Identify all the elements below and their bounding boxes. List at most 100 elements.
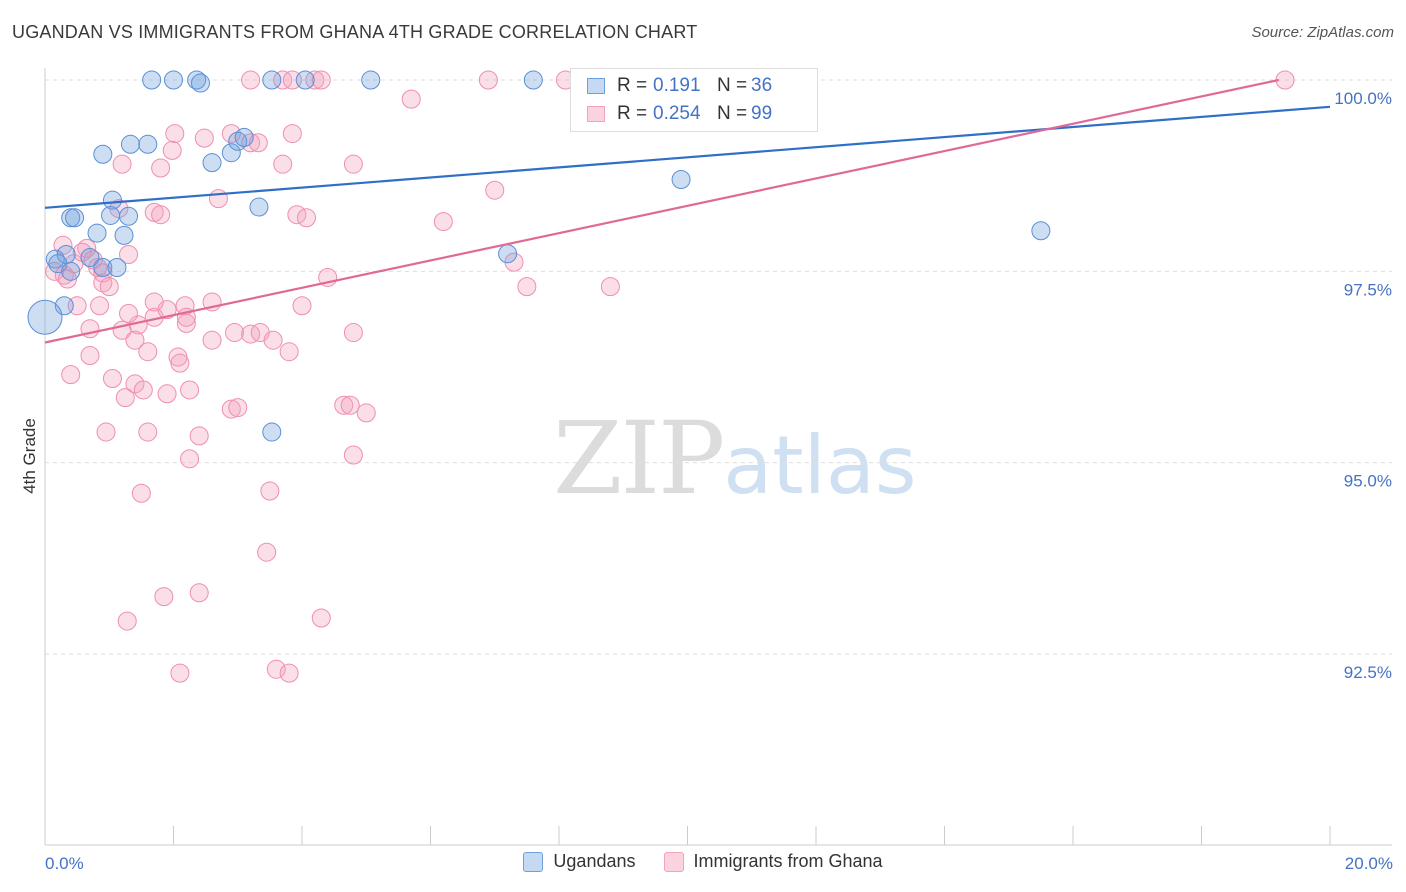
- ghana-point: [340, 395, 360, 415]
- series-legend: Ugandans Immigrants from Ghana: [0, 851, 1406, 872]
- ghana-point: [115, 388, 135, 408]
- legend-n-value: 99: [751, 103, 773, 124]
- ghana-points: [45, 70, 1295, 683]
- legend-item-ugandans[interactable]: Ugandans: [523, 851, 636, 872]
- ugandan-points: [27, 70, 1051, 442]
- chart-title: UGANDAN VS IMMIGRANTS FROM GHANA 4TH GRA…: [12, 22, 698, 42]
- ghana-point: [151, 158, 171, 178]
- ghana-point: [99, 277, 119, 297]
- ugandan-point: [114, 225, 134, 245]
- ghana-point: [257, 542, 277, 562]
- ugandan-point: [190, 73, 210, 93]
- ghana-point: [279, 342, 299, 362]
- y-tick-label: 97.5%: [1344, 280, 1392, 299]
- ghana-point: [102, 368, 122, 388]
- ghana-point: [154, 587, 174, 607]
- ghana-point: [228, 398, 248, 418]
- ugandan-point: [498, 244, 518, 264]
- ghana-point: [221, 399, 241, 419]
- ghana-point: [117, 611, 137, 631]
- ghana-point: [311, 608, 331, 628]
- ghana-point: [90, 296, 110, 316]
- ugandan-point: [107, 258, 127, 278]
- ghana-point: [61, 365, 81, 385]
- y-tick-label: 95.0%: [1344, 472, 1392, 491]
- ugandan-point: [142, 70, 162, 90]
- ghana-point: [279, 663, 299, 683]
- ghana-point: [478, 70, 498, 90]
- ugandan-point: [102, 190, 122, 210]
- ghana-point: [401, 89, 421, 109]
- ghana-point: [133, 380, 153, 400]
- ghana-point: [273, 154, 293, 174]
- ghana-point: [292, 296, 312, 316]
- ghana-point: [157, 384, 177, 404]
- ugandan-point: [187, 70, 207, 90]
- ghana-point: [176, 313, 196, 333]
- ghana-point: [433, 212, 453, 232]
- legend-r-label: R =: [617, 75, 648, 96]
- legend-r-value: 0.191: [653, 75, 701, 96]
- source-credit: Source: ZipAtlas.com: [1251, 24, 1394, 41]
- ugandan-point: [295, 70, 315, 90]
- ugandan-point: [87, 223, 107, 243]
- ugandan-point: [523, 70, 543, 90]
- y-tick-label: 92.5%: [1344, 663, 1392, 682]
- grid-lines: [45, 79, 1392, 655]
- ugandan-point: [101, 205, 121, 225]
- ghana-point: [194, 128, 214, 148]
- ghana-point: [282, 124, 302, 144]
- y-axis-title: 4th Grade: [20, 418, 39, 494]
- ghana-point: [88, 258, 108, 278]
- legend-r-value: 0.254: [653, 103, 701, 124]
- legend-swatch-ugandans: [523, 851, 544, 872]
- ghana-point: [208, 189, 228, 209]
- ugandan-point: [138, 134, 158, 154]
- ugandan-point: [80, 248, 100, 268]
- ghana-point: [517, 277, 537, 297]
- legend-label-ugandans: Ugandans: [553, 851, 636, 871]
- watermark-zip: ZIP: [553, 400, 725, 517]
- ghana-point: [96, 422, 116, 442]
- ugandan-trend-line: [44, 105, 1331, 209]
- watermark: ZIPatlas: [553, 400, 917, 517]
- ugandan-point: [262, 70, 282, 90]
- ghana-point: [241, 70, 261, 90]
- ghana-point: [112, 154, 132, 174]
- ghana-point: [119, 244, 139, 264]
- legend-n-label: N =: [717, 75, 748, 96]
- ghana-point: [144, 292, 164, 312]
- ghana-point: [189, 426, 209, 446]
- ugandan-point: [54, 296, 74, 316]
- ghana-point: [343, 445, 363, 465]
- ghana-point: [170, 663, 190, 683]
- ghana-point: [266, 659, 286, 679]
- ghana-point: [485, 180, 505, 200]
- ghana-point: [180, 449, 200, 469]
- ugandan-point: [93, 144, 113, 164]
- ghana-point: [311, 70, 331, 90]
- legend-row-ghana: R = 0.254 N = 99: [587, 100, 772, 128]
- legend-swatch-ugandans: [587, 78, 605, 94]
- x-tick-label: 0.0%: [45, 854, 84, 873]
- ghana-point: [356, 403, 376, 423]
- legend-item-ghana[interactable]: Immigrants from Ghana: [663, 851, 883, 872]
- ghana-point: [162, 140, 182, 160]
- ghana-point: [138, 422, 158, 442]
- ugandan-point: [249, 197, 269, 217]
- ghana-point: [248, 133, 268, 153]
- legend-n-value: 36: [751, 75, 773, 96]
- ugandan-point: [234, 127, 254, 147]
- ugandan-point: [262, 422, 282, 442]
- ugandan-point: [119, 206, 139, 226]
- ghana-point: [263, 330, 283, 350]
- legend-n-label: N =: [717, 103, 748, 124]
- ghana-point: [131, 483, 151, 503]
- ghana-point: [273, 70, 293, 90]
- ghana-point: [138, 342, 158, 362]
- ghana-trend-line: [44, 78, 1279, 344]
- legend-swatch-ghana: [663, 851, 684, 872]
- ghana-point: [119, 303, 139, 323]
- ugandan-point: [65, 208, 85, 228]
- ghana-point: [80, 346, 100, 366]
